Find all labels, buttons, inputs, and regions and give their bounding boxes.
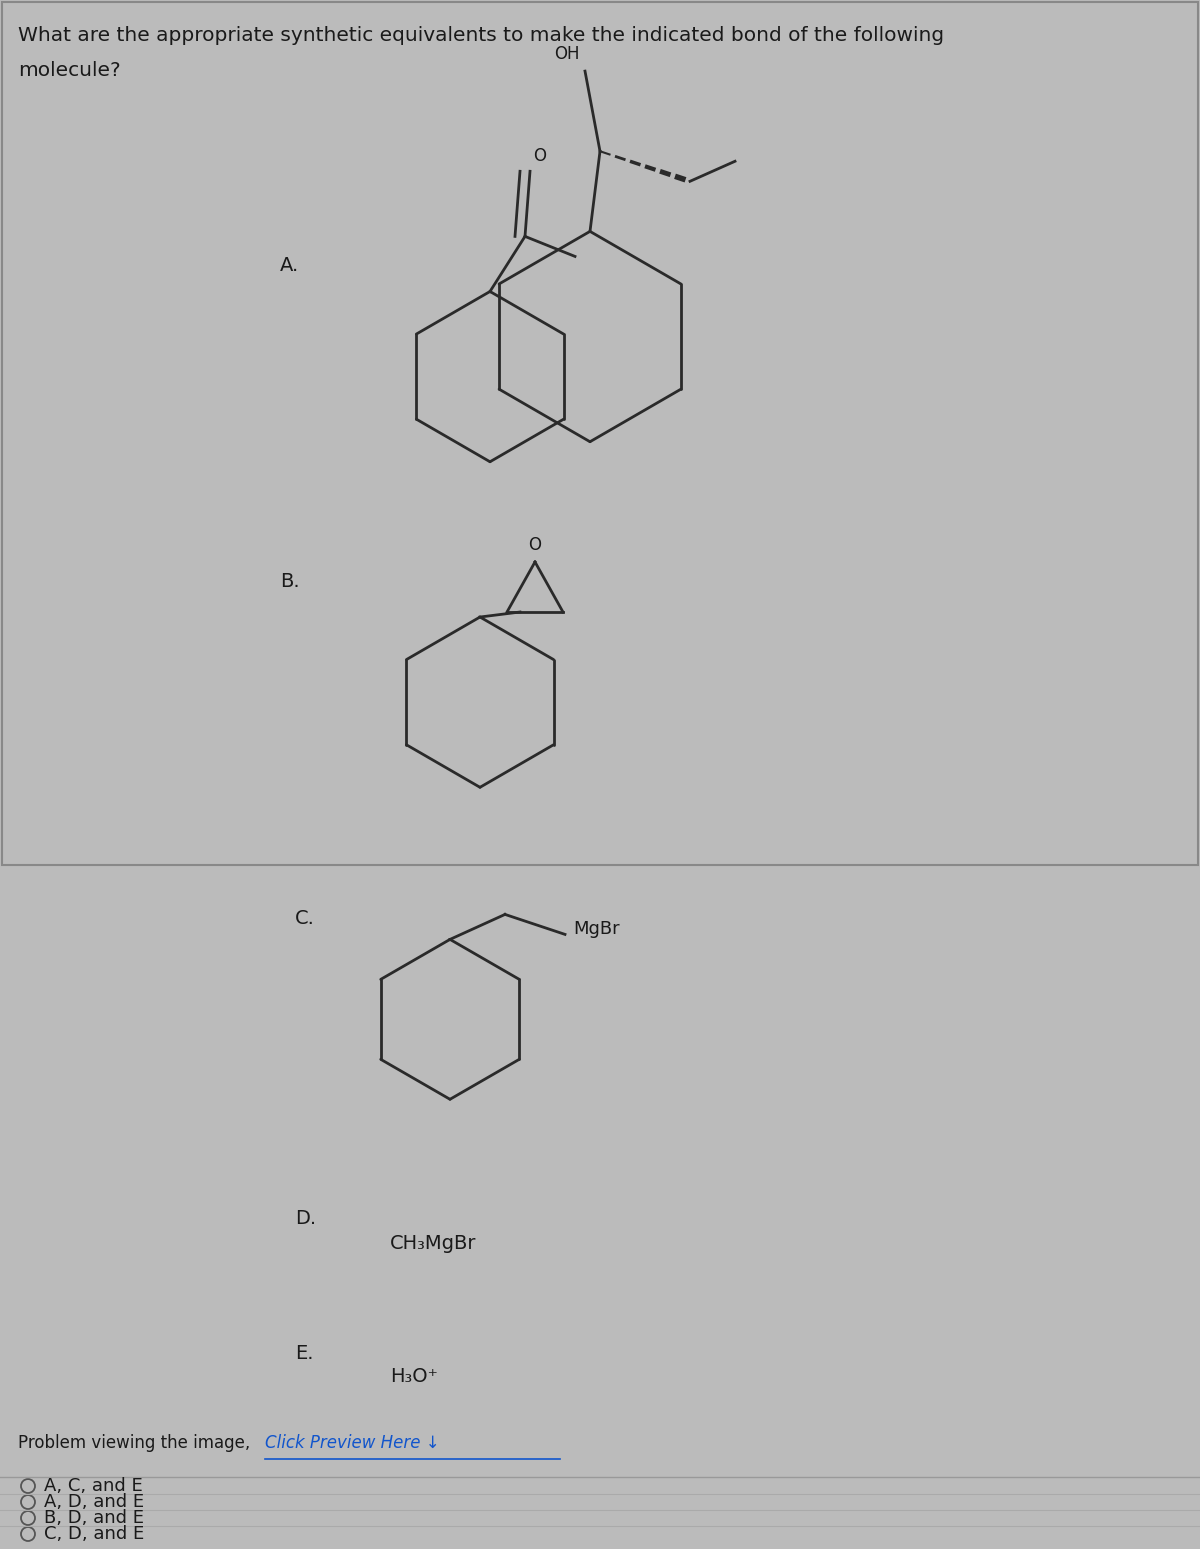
Text: A.: A. <box>280 257 299 276</box>
Text: A, C, and E: A, C, and E <box>44 1478 143 1495</box>
Text: D.: D. <box>295 1210 316 1228</box>
Text: C, D, and E: C, D, and E <box>44 1526 144 1543</box>
Text: MgBr: MgBr <box>574 920 619 939</box>
Text: O: O <box>528 536 541 555</box>
Text: B, D, and E: B, D, and E <box>44 1509 144 1527</box>
Text: OH: OH <box>554 45 580 64</box>
Text: Click Preview Here ↓: Click Preview Here ↓ <box>265 1434 439 1451</box>
Text: H₃O⁺: H₃O⁺ <box>390 1368 438 1386</box>
Text: A, D, and E: A, D, and E <box>44 1493 144 1510</box>
Text: Problem viewing the image,: Problem viewing the image, <box>18 1434 256 1451</box>
Text: E.: E. <box>295 1345 313 1363</box>
Text: What are the appropriate synthetic equivalents to make the indicated bond of the: What are the appropriate synthetic equiv… <box>18 26 944 45</box>
Text: molecule?: molecule? <box>18 60 121 81</box>
Text: CH₃MgBr: CH₃MgBr <box>390 1235 476 1253</box>
Text: B.: B. <box>280 572 300 592</box>
Text: C.: C. <box>295 909 314 928</box>
Text: O: O <box>533 147 546 166</box>
